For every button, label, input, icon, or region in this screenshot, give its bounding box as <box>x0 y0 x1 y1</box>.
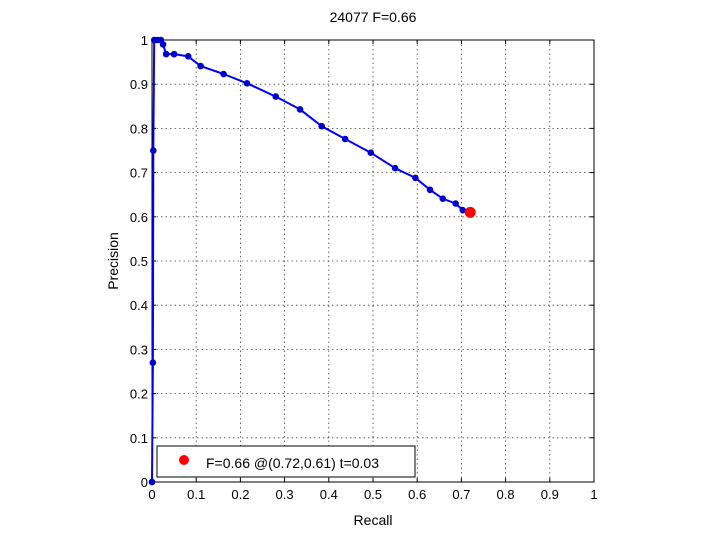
y-tick-label: 0.4 <box>130 298 148 313</box>
best-f-point <box>464 206 476 218</box>
pr-curve-point <box>412 174 419 182</box>
x-tick-label: 0.4 <box>320 487 338 502</box>
pr-curve-point <box>148 478 156 486</box>
y-tick-label: 0.5 <box>130 254 148 269</box>
y-tick-label: 0.8 <box>130 121 148 136</box>
x-tick-label: 0.6 <box>408 487 426 502</box>
pr-curve-point <box>149 359 157 366</box>
x-tick-label: 0.2 <box>231 487 249 502</box>
legend-frame <box>156 445 416 478</box>
pr-curve-point <box>452 200 459 207</box>
x-tick-label: 0.7 <box>452 487 470 502</box>
pr-curve-point <box>341 135 349 143</box>
pr-curve-point <box>426 186 434 194</box>
pr-curve-point <box>296 106 304 113</box>
pr-curve-point <box>220 70 227 78</box>
pr-curve-point <box>150 147 157 154</box>
y-tick-label: 1 <box>141 33 148 48</box>
grid-lines <box>152 40 594 482</box>
y-tick-label: 0.3 <box>130 342 148 357</box>
chart-title: 24077 F=0.66 <box>330 9 417 25</box>
pr-curve-point <box>162 50 170 58</box>
y-tick-label: 0.6 <box>130 210 148 225</box>
x-tick-label: 0.3 <box>276 487 294 502</box>
pr-curve-point <box>439 195 447 202</box>
x-tick-label: 1 <box>590 487 597 502</box>
y-tick-label: 0.1 <box>130 431 148 446</box>
pr-curve-point <box>197 62 204 70</box>
x-tick-label: 0.9 <box>541 487 559 502</box>
legend: F=0.66 @(0.72,0.61) t=0.03 <box>156 445 416 478</box>
legend-marker-red-dot <box>179 455 189 465</box>
pr-curve-point <box>243 80 251 87</box>
y-axis-label: Precision <box>105 232 121 290</box>
pr-curve-point <box>391 164 399 172</box>
y-tick-label: 0.9 <box>130 77 148 92</box>
pr-curve-point <box>459 206 467 214</box>
x-tick-label: 0.5 <box>364 487 382 502</box>
pr-curve-point <box>367 149 375 157</box>
x-tick-label: 0 <box>148 487 155 502</box>
x-tick-label: 0.8 <box>497 487 515 502</box>
x-tick-label: 0.1 <box>187 487 205 502</box>
axis-ticks: 0 0.1 0.2 0.3 0.4 0.5 0.6 0.7 0.8 0.9 1 0 0.1 0.2 0.3 0… <box>130 33 598 502</box>
y-tick-label: 0.2 <box>130 387 148 402</box>
x-axis-label: Recall <box>354 512 393 528</box>
legend-label: F=0.66 @(0.72,0.61) t=0.03 <box>206 455 379 471</box>
series-layer <box>148 36 476 486</box>
pr-curve-point <box>184 53 192 60</box>
pr-curve-point <box>318 122 326 130</box>
pr-curve-point <box>170 50 178 58</box>
y-tick-label: 0 <box>141 475 148 490</box>
pr-curve-point <box>272 93 280 100</box>
pr-curve-point <box>159 41 167 48</box>
y-tick-label: 0.7 <box>130 166 148 181</box>
